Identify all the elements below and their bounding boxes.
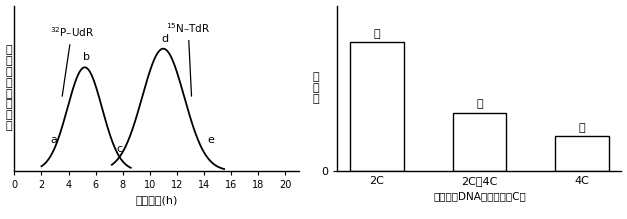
Text: a: a xyxy=(50,135,57,145)
Text: $^{15}$N–TdR: $^{15}$N–TdR xyxy=(166,21,211,96)
Y-axis label: 利
用
核
苷
酸
的
速
率: 利 用 核 苷 酸 的 速 率 xyxy=(6,45,12,131)
Text: 甲: 甲 xyxy=(374,29,380,39)
Y-axis label: 细
胞
数: 细 胞 数 xyxy=(312,72,319,104)
Bar xyxy=(453,113,506,171)
Text: e: e xyxy=(208,135,214,145)
Text: c: c xyxy=(116,144,122,154)
Text: b: b xyxy=(83,52,90,62)
X-axis label: 细胞周期(h): 细胞周期(h) xyxy=(135,195,177,205)
Text: $^{32}$P–UdR: $^{32}$P–UdR xyxy=(50,25,94,96)
Bar xyxy=(350,42,404,171)
X-axis label: 细胞中的DNA相对含量（C）: 细胞中的DNA相对含量（C） xyxy=(433,191,526,201)
Text: d: d xyxy=(161,34,168,44)
Text: 丙: 丙 xyxy=(579,123,585,133)
Bar xyxy=(556,136,609,171)
Text: 乙: 乙 xyxy=(476,99,483,110)
